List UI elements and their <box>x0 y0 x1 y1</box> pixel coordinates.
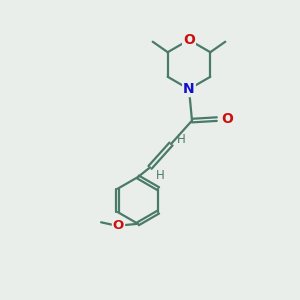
Text: H: H <box>155 169 164 182</box>
Text: O: O <box>221 112 233 126</box>
Text: N: N <box>183 82 195 96</box>
Text: O: O <box>183 33 195 47</box>
Text: O: O <box>113 219 124 232</box>
Text: H: H <box>177 133 186 146</box>
